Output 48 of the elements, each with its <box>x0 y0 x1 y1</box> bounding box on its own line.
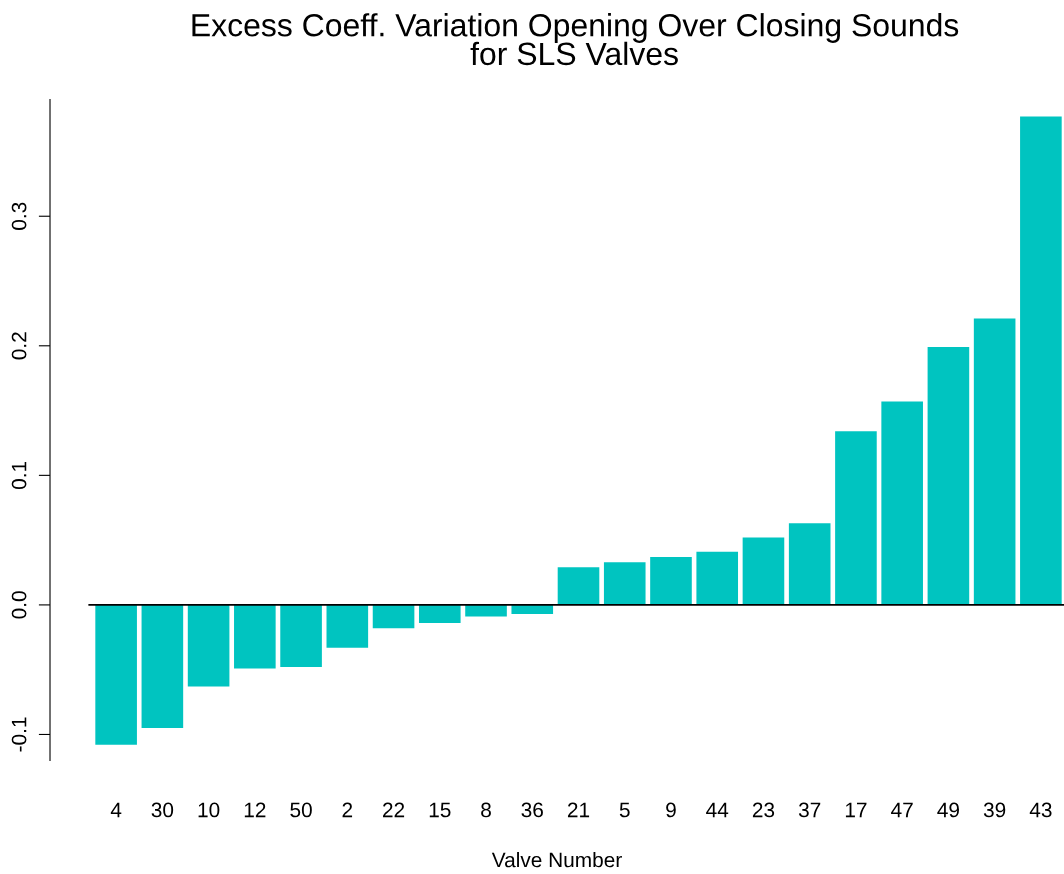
x-tick-label: 17 <box>845 802 867 818</box>
x-tick-label: 12 <box>244 802 266 818</box>
y-tick-label: 0.1 <box>11 461 27 490</box>
x-tick-label: 49 <box>937 802 960 818</box>
x-tick-label: 37 <box>798 802 821 818</box>
x-tick-label: 9 <box>666 802 676 818</box>
bar <box>326 604 369 648</box>
x-tick-label: 30 <box>151 802 174 818</box>
x-tick-label: 50 <box>290 802 312 818</box>
bar <box>603 562 646 605</box>
y-tick-label: 0.2 <box>11 332 27 360</box>
bar <box>187 604 230 687</box>
bar <box>835 431 877 605</box>
x-tick-label: 4 <box>110 802 122 818</box>
bar <box>927 347 970 605</box>
x-tick-label: 47 <box>891 802 913 818</box>
x-tick-label: 8 <box>481 802 491 818</box>
x-tick-label: 36 <box>521 802 543 818</box>
bar <box>465 604 507 617</box>
bar <box>696 551 739 605</box>
y-tick-label: 0.0 <box>11 591 27 619</box>
bar <box>742 537 785 605</box>
bar <box>788 523 831 605</box>
bar <box>557 567 600 605</box>
bar <box>1020 116 1062 605</box>
y-tick-label: -0.1 <box>11 717 27 752</box>
bar <box>881 401 923 605</box>
x-tick-label: 44 <box>706 802 729 818</box>
x-tick-label: 39 <box>983 802 1006 818</box>
bar <box>973 318 1016 605</box>
x-tick-label: 43 <box>1029 802 1052 818</box>
x-tick-label: 10 <box>198 802 220 818</box>
bar <box>234 604 276 669</box>
x-tick-label: 15 <box>429 802 451 818</box>
x-tick-label: 5 <box>619 802 630 818</box>
x-tick-label: 21 <box>567 802 590 818</box>
bar <box>280 604 322 668</box>
bar <box>418 604 461 624</box>
chart-title: Excess Coeff. Variation Opening Over Closing Sounds for SLS Valves <box>192 13 959 66</box>
bar <box>650 556 692 605</box>
bar <box>372 604 415 629</box>
x-axis-title: Valve Number <box>491 852 622 868</box>
x-tick-label: 23 <box>752 802 775 818</box>
bar <box>141 604 184 728</box>
y-tick-label: 0.3 <box>11 202 27 230</box>
x-tick-label: 22 <box>383 802 405 818</box>
bar <box>95 604 137 745</box>
x-tick-label: 2 <box>342 802 353 818</box>
